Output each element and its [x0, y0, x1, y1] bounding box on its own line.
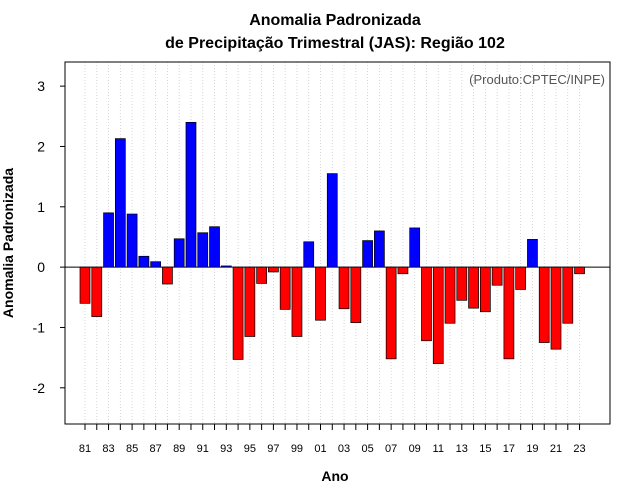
- chart-credit: (Produto:CPTEC/INPE): [469, 72, 605, 87]
- x-tick-label-13: 13: [456, 443, 468, 455]
- bar-1988: [162, 266, 173, 285]
- bar-2000: [303, 241, 315, 268]
- plot-frame: [64, 61, 611, 425]
- x-tick-label-23: 23: [573, 443, 585, 455]
- bar-1992: [209, 226, 220, 268]
- x-axis: 81 83 85 87 89 91 93 95 97 99 01 03 05 07 09 11 13 15 17 19…: [79, 424, 586, 455]
- bar-1990: [185, 121, 197, 268]
- bar-2020: [538, 266, 550, 343]
- bar-1994: [232, 266, 244, 360]
- bar-1983: [103, 212, 114, 268]
- bar-1999: [291, 266, 303, 337]
- bar-2021: [550, 266, 562, 350]
- bar-1989: [173, 238, 185, 268]
- bar-2004: [350, 266, 362, 323]
- bar-1987: [150, 261, 161, 268]
- x-tick-label-19: 19: [526, 443, 538, 455]
- bar-2014: [468, 266, 479, 309]
- bar-2022: [562, 266, 574, 324]
- x-tick-label-15: 15: [479, 443, 491, 455]
- bar-2012: [444, 266, 456, 324]
- x-tick-label-17: 17: [503, 443, 515, 455]
- bar-2006: [374, 230, 385, 268]
- x-tick-label-89: 89: [173, 443, 185, 455]
- bar-2018: [515, 266, 527, 290]
- y-tick-label-0: 0: [37, 259, 45, 275]
- x-axis-label: Ano: [321, 468, 348, 484]
- x-tick-label-01: 01: [314, 443, 326, 455]
- bar-2001: [315, 266, 326, 321]
- bar-1982: [91, 266, 103, 317]
- x-tick-label-91: 91: [197, 443, 209, 455]
- x-tick-label-87: 87: [150, 443, 162, 455]
- bar-2009: [409, 227, 421, 268]
- bar-2017: [503, 266, 515, 360]
- bar-1991: [197, 232, 209, 268]
- chart-title-line-2: de Precipitação Trimestral (JAS): Região…: [165, 35, 505, 52]
- bar-2019: [527, 239, 538, 268]
- bar-2003: [338, 266, 350, 310]
- x-tick-label-09: 09: [409, 443, 421, 455]
- bar-2011: [432, 266, 444, 365]
- x-tick-label-95: 95: [244, 443, 256, 455]
- bar-2008: [397, 266, 409, 275]
- bar-2005: [362, 240, 373, 268]
- x-tick-label-99: 99: [291, 443, 303, 455]
- bar-2007: [385, 266, 397, 360]
- bar-2013: [456, 266, 468, 301]
- x-tick-label-07: 07: [385, 443, 397, 455]
- bars: [79, 121, 585, 365]
- x-tick-label-93: 93: [220, 443, 232, 455]
- bar-1981: [79, 266, 91, 304]
- bar-1986: [138, 255, 150, 268]
- x-tick-label-83: 83: [102, 443, 114, 455]
- y-tick-label--1: -1: [33, 319, 46, 335]
- x-tick-label-21: 21: [550, 443, 562, 455]
- bar-1996: [256, 266, 267, 284]
- x-tick-label-85: 85: [126, 443, 138, 455]
- x-tick-label-11: 11: [433, 443, 444, 455]
- x-tick-label-03: 03: [338, 443, 350, 455]
- bar-2010: [421, 266, 432, 342]
- y-tick-label-1: 1: [37, 199, 45, 215]
- bar-2016: [491, 266, 503, 286]
- bar-1997: [268, 266, 279, 273]
- chart-title-line-1: Anomalia Padronizada: [249, 12, 421, 29]
- grid-lines: [84, 62, 580, 424]
- y-axis-label: Anomalia Padronizada: [0, 168, 16, 318]
- x-tick-label-97: 97: [267, 443, 279, 455]
- x-tick-label-05: 05: [361, 443, 373, 455]
- y-tick-label--2: -2: [33, 380, 46, 396]
- x-tick-label-81: 81: [79, 443, 91, 455]
- bar-2002: [326, 173, 338, 268]
- bar-1985: [126, 213, 138, 268]
- y-tick-label-3: 3: [37, 78, 45, 94]
- bar-1984: [114, 138, 126, 268]
- bar-1998: [279, 266, 291, 310]
- y-axis: -2 -1 0 1 2 3: [33, 78, 65, 396]
- bar-1995: [244, 266, 256, 337]
- bar-2015: [480, 266, 491, 313]
- bar-1993: [220, 265, 232, 268]
- bar-2023: [574, 266, 585, 275]
- y-tick-label-2: 2: [37, 138, 45, 154]
